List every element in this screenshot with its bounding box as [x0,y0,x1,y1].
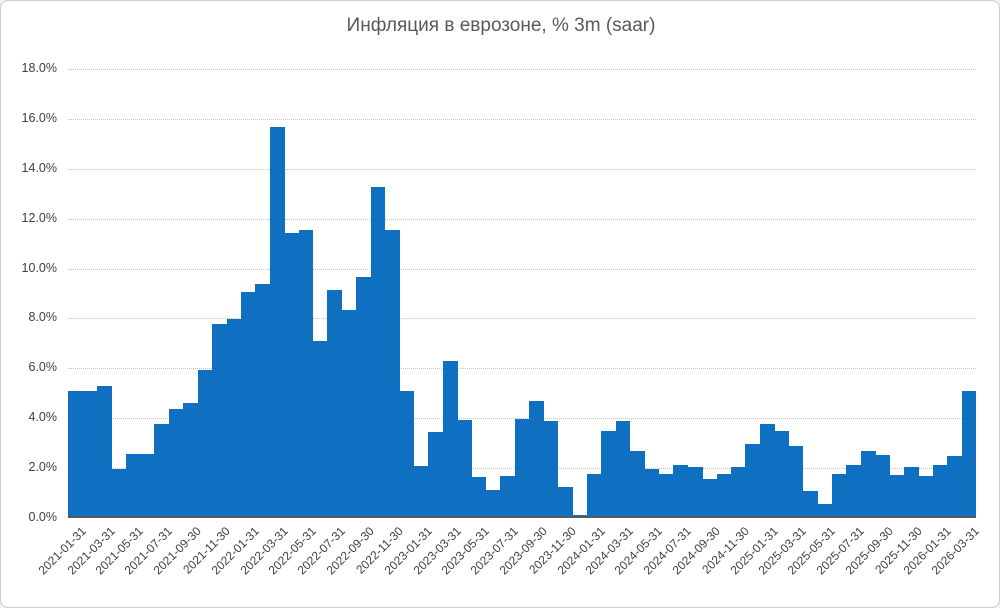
bar [457,419,472,516]
bar [644,468,660,516]
bar [168,408,184,516]
y-axis-tick-label: 18.0% [21,61,57,75]
y-axis-tick-label: 6.0% [28,360,58,375]
bar [759,423,775,516]
bar [428,432,444,516]
bar [745,443,761,516]
bar [788,446,804,516]
gridline [68,218,976,220]
gridline [68,168,976,170]
bar [255,284,271,516]
bar [558,487,573,516]
bar [500,476,516,516]
bar [860,451,876,516]
bar [673,464,689,516]
plot-area [68,69,977,518]
bar [889,474,905,516]
y-axis-tick-label: 0.0% [28,510,58,524]
bar [68,391,83,516]
bar [514,418,530,516]
bar [385,230,400,516]
bar [774,431,790,516]
bar [702,478,717,516]
chart-title: Инфляция в еврозоне, % 3m (saar) [346,15,656,36]
bar [615,421,631,516]
bar [269,126,285,516]
gridline [68,268,976,270]
bar [154,423,170,516]
bar [240,291,256,516]
bar [327,290,343,516]
bar [932,464,948,516]
y-axis-tick-label: 2.0% [28,460,58,475]
bar [803,491,818,516]
bar [140,453,155,516]
bar [817,503,833,516]
y-axis-tick-label: 8.0% [28,310,58,325]
bar [399,391,415,516]
bar [846,464,862,516]
bar [298,230,314,516]
bar [687,467,703,516]
bar [485,489,501,516]
bar [543,421,559,516]
gridline [68,368,976,370]
y-axis-tick-label: 12.0% [21,210,57,225]
y-axis-tick-label: 4.0% [28,410,58,425]
bar [875,454,890,516]
bar [413,466,429,516]
bar [356,276,372,516]
bar [341,310,357,516]
gridline [68,69,976,70]
bar [831,473,847,516]
bar [370,186,386,516]
gridline [68,318,976,320]
bar [630,451,645,516]
bar [730,467,746,516]
bar [313,341,328,516]
bar [529,401,545,516]
gridline [68,118,976,120]
y-axis-tick-label: 16.0% [21,110,57,125]
bar [918,476,934,516]
bar [903,467,919,516]
bar [442,361,458,516]
bar [471,477,487,516]
bar [284,232,299,516]
bar [96,386,112,516]
bar [716,473,732,516]
bar [658,473,674,516]
bar [197,370,213,516]
bar [183,402,199,516]
bar [82,391,98,516]
bar [601,431,617,516]
y-axis-tick-label: 14.0% [21,160,57,175]
bar [226,318,242,516]
bar [572,514,588,516]
bar [111,468,127,516]
bar [947,456,962,516]
bar [212,323,227,516]
bar [961,391,977,516]
bar [125,453,141,516]
y-axis-tick-label: 10.0% [21,260,57,275]
bar [586,473,602,516]
